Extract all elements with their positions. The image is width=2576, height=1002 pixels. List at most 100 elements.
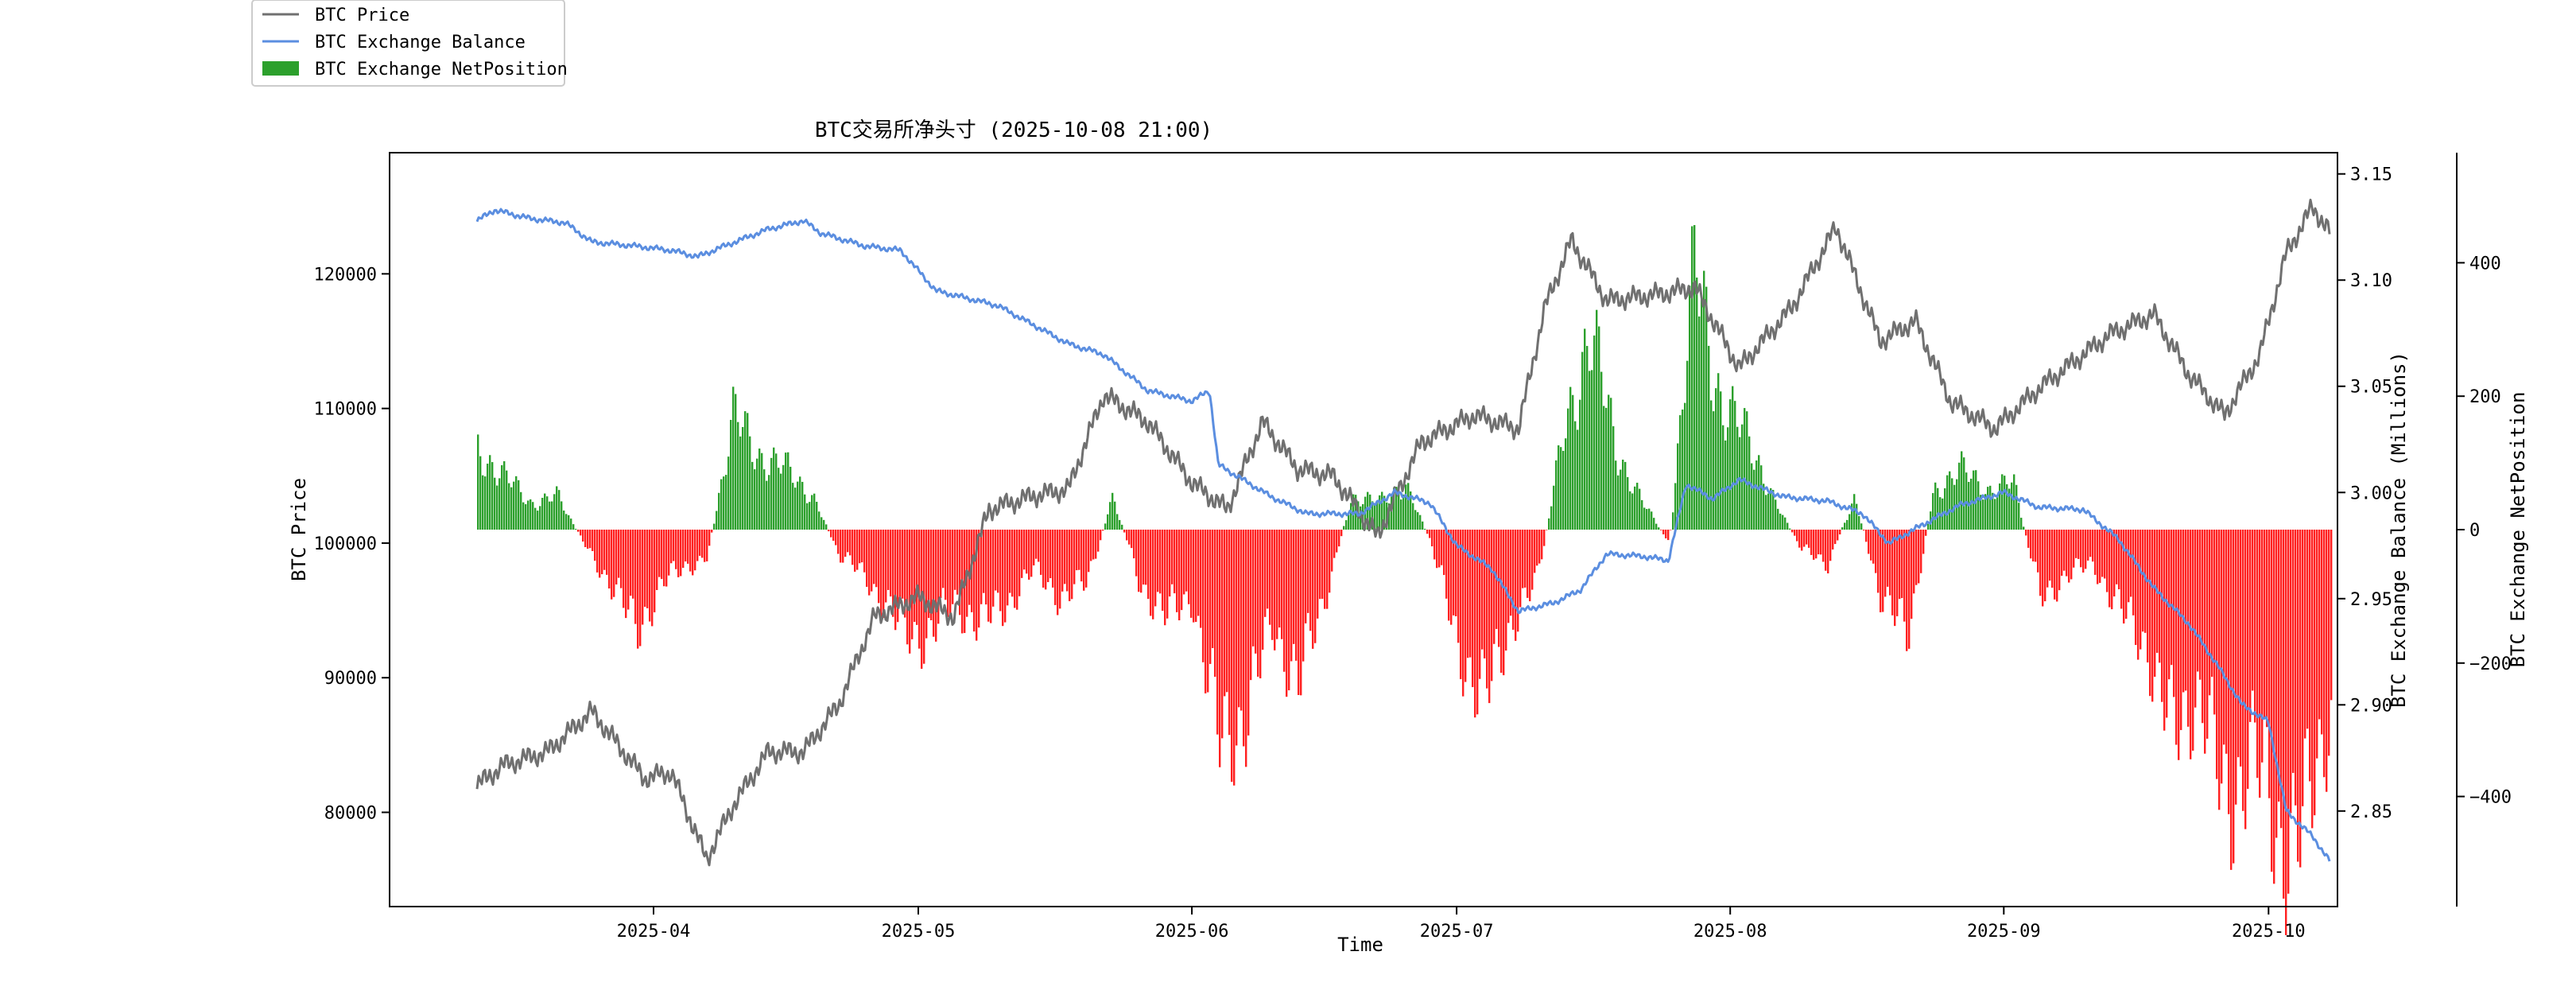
netposition-bar [2039, 530, 2042, 596]
netposition-bar [1674, 483, 1677, 530]
netposition-bar [656, 530, 658, 590]
netposition-bar [878, 530, 880, 604]
netposition-bar [1238, 530, 1240, 708]
netposition-bar [2097, 530, 2099, 584]
netposition-bar [954, 530, 956, 590]
netposition-bar [785, 452, 787, 530]
netposition-bar [1085, 530, 1088, 588]
netposition-bar [892, 530, 894, 617]
price-tick-label: 120000 [314, 265, 377, 285]
netposition-bar [1290, 530, 1293, 662]
netposition-bar [1240, 530, 1243, 711]
netposition-bar [1851, 503, 1853, 530]
netposition-bar [1911, 530, 1913, 619]
netposition-bar [1073, 530, 1076, 584]
x-tick-label: 2025-09 [1967, 922, 2041, 942]
netposition-bar [980, 530, 983, 604]
netposition-bar [863, 530, 866, 573]
netposition-bar [1426, 530, 1429, 534]
netposition-bar [1264, 530, 1267, 617]
netposition-bar [1627, 476, 1629, 530]
netposition-bar [561, 501, 563, 530]
netposition-bar [639, 530, 642, 647]
netposition-bar [689, 530, 692, 572]
netposition-bar [2006, 484, 2008, 530]
netposition-bar [637, 530, 639, 649]
netposition-bar [880, 530, 883, 619]
netposition-bar [1088, 530, 1090, 573]
netposition-bar [1739, 437, 1741, 530]
netposition-bar [530, 499, 532, 530]
x-axis-label: Time [1337, 934, 1383, 956]
netposition-bar [1965, 472, 1968, 530]
netposition-bar [1429, 530, 1431, 538]
netposition-bar [1128, 530, 1131, 545]
netposition-bar [744, 411, 747, 530]
netposition-bar [1097, 530, 1100, 552]
netposition-bar [2228, 530, 2230, 814]
netposition-bar [1984, 494, 1987, 530]
netposition-bar [2290, 530, 2292, 814]
netposition-bar [1624, 461, 1627, 530]
netposition-bar [2180, 530, 2182, 731]
netposition-bar [682, 530, 685, 569]
netposition-bar [675, 530, 677, 569]
netposition-bar [2101, 530, 2104, 577]
netposition-bar [551, 501, 553, 530]
netposition-bar [1751, 463, 1753, 530]
balance-tick-label: 3.15 [2350, 165, 2392, 185]
netposition-bar [1078, 530, 1080, 570]
netposition-bar [990, 530, 992, 623]
netposition-bar [1071, 530, 1073, 600]
netposition-bar [2295, 530, 2297, 806]
netposition-bar [670, 530, 673, 564]
netposition-bar [2058, 530, 2061, 591]
netposition-bar [1276, 530, 1278, 639]
netposition-bar [592, 530, 594, 551]
netposition-bar [732, 386, 735, 530]
netposition-bar [1653, 518, 1655, 530]
netposition-bar [1329, 530, 1331, 593]
netposition-bar [1033, 530, 1035, 566]
netposition-bar [2202, 530, 2204, 724]
netposition-bar [2268, 530, 2271, 798]
netposition-bar [1720, 391, 1722, 530]
netposition-bar [949, 530, 952, 619]
netposition-bar [658, 530, 661, 577]
netposition-bar [1138, 530, 1140, 592]
netposition-bar [1980, 495, 1982, 530]
netposition-bar [821, 517, 823, 530]
netposition-bar [553, 494, 556, 530]
netposition-bar [904, 530, 906, 618]
netposition-bar [1569, 386, 1572, 530]
netposition-bar [613, 530, 615, 597]
netposition-bar [2151, 530, 2154, 702]
netposition-bar [1231, 530, 1233, 783]
netposition-bar [2111, 530, 2113, 610]
netposition-bar [1686, 360, 1689, 530]
netposition-bar [749, 436, 751, 530]
netposition-bar [1007, 530, 1009, 606]
netposition-bar [1038, 530, 1040, 562]
netposition-bar [1326, 530, 1329, 609]
netposition-bar [1333, 530, 1336, 558]
netposition-bar [2285, 530, 2287, 935]
netposition-bar [2163, 530, 2166, 731]
netposition-bar [2173, 530, 2175, 697]
netposition-tick-label: 0 [2469, 521, 2480, 541]
netposition-bar [1281, 530, 1283, 639]
netposition-bar [1162, 530, 1164, 612]
netposition-bar [2311, 530, 2314, 829]
netposition-bar [1092, 530, 1095, 560]
netposition-bar [1963, 457, 1965, 530]
netposition-bar [1684, 402, 1686, 530]
netposition-bar [570, 518, 572, 530]
netposition-bar [723, 476, 725, 530]
netposition-bar [1519, 530, 1522, 608]
netposition-bar [1319, 530, 1321, 600]
netposition-bar [1216, 530, 1219, 735]
netposition-bar [1791, 530, 1794, 533]
netposition-bar [849, 530, 852, 556]
netposition-bar [2132, 530, 2135, 616]
netposition-bar [2271, 530, 2273, 872]
